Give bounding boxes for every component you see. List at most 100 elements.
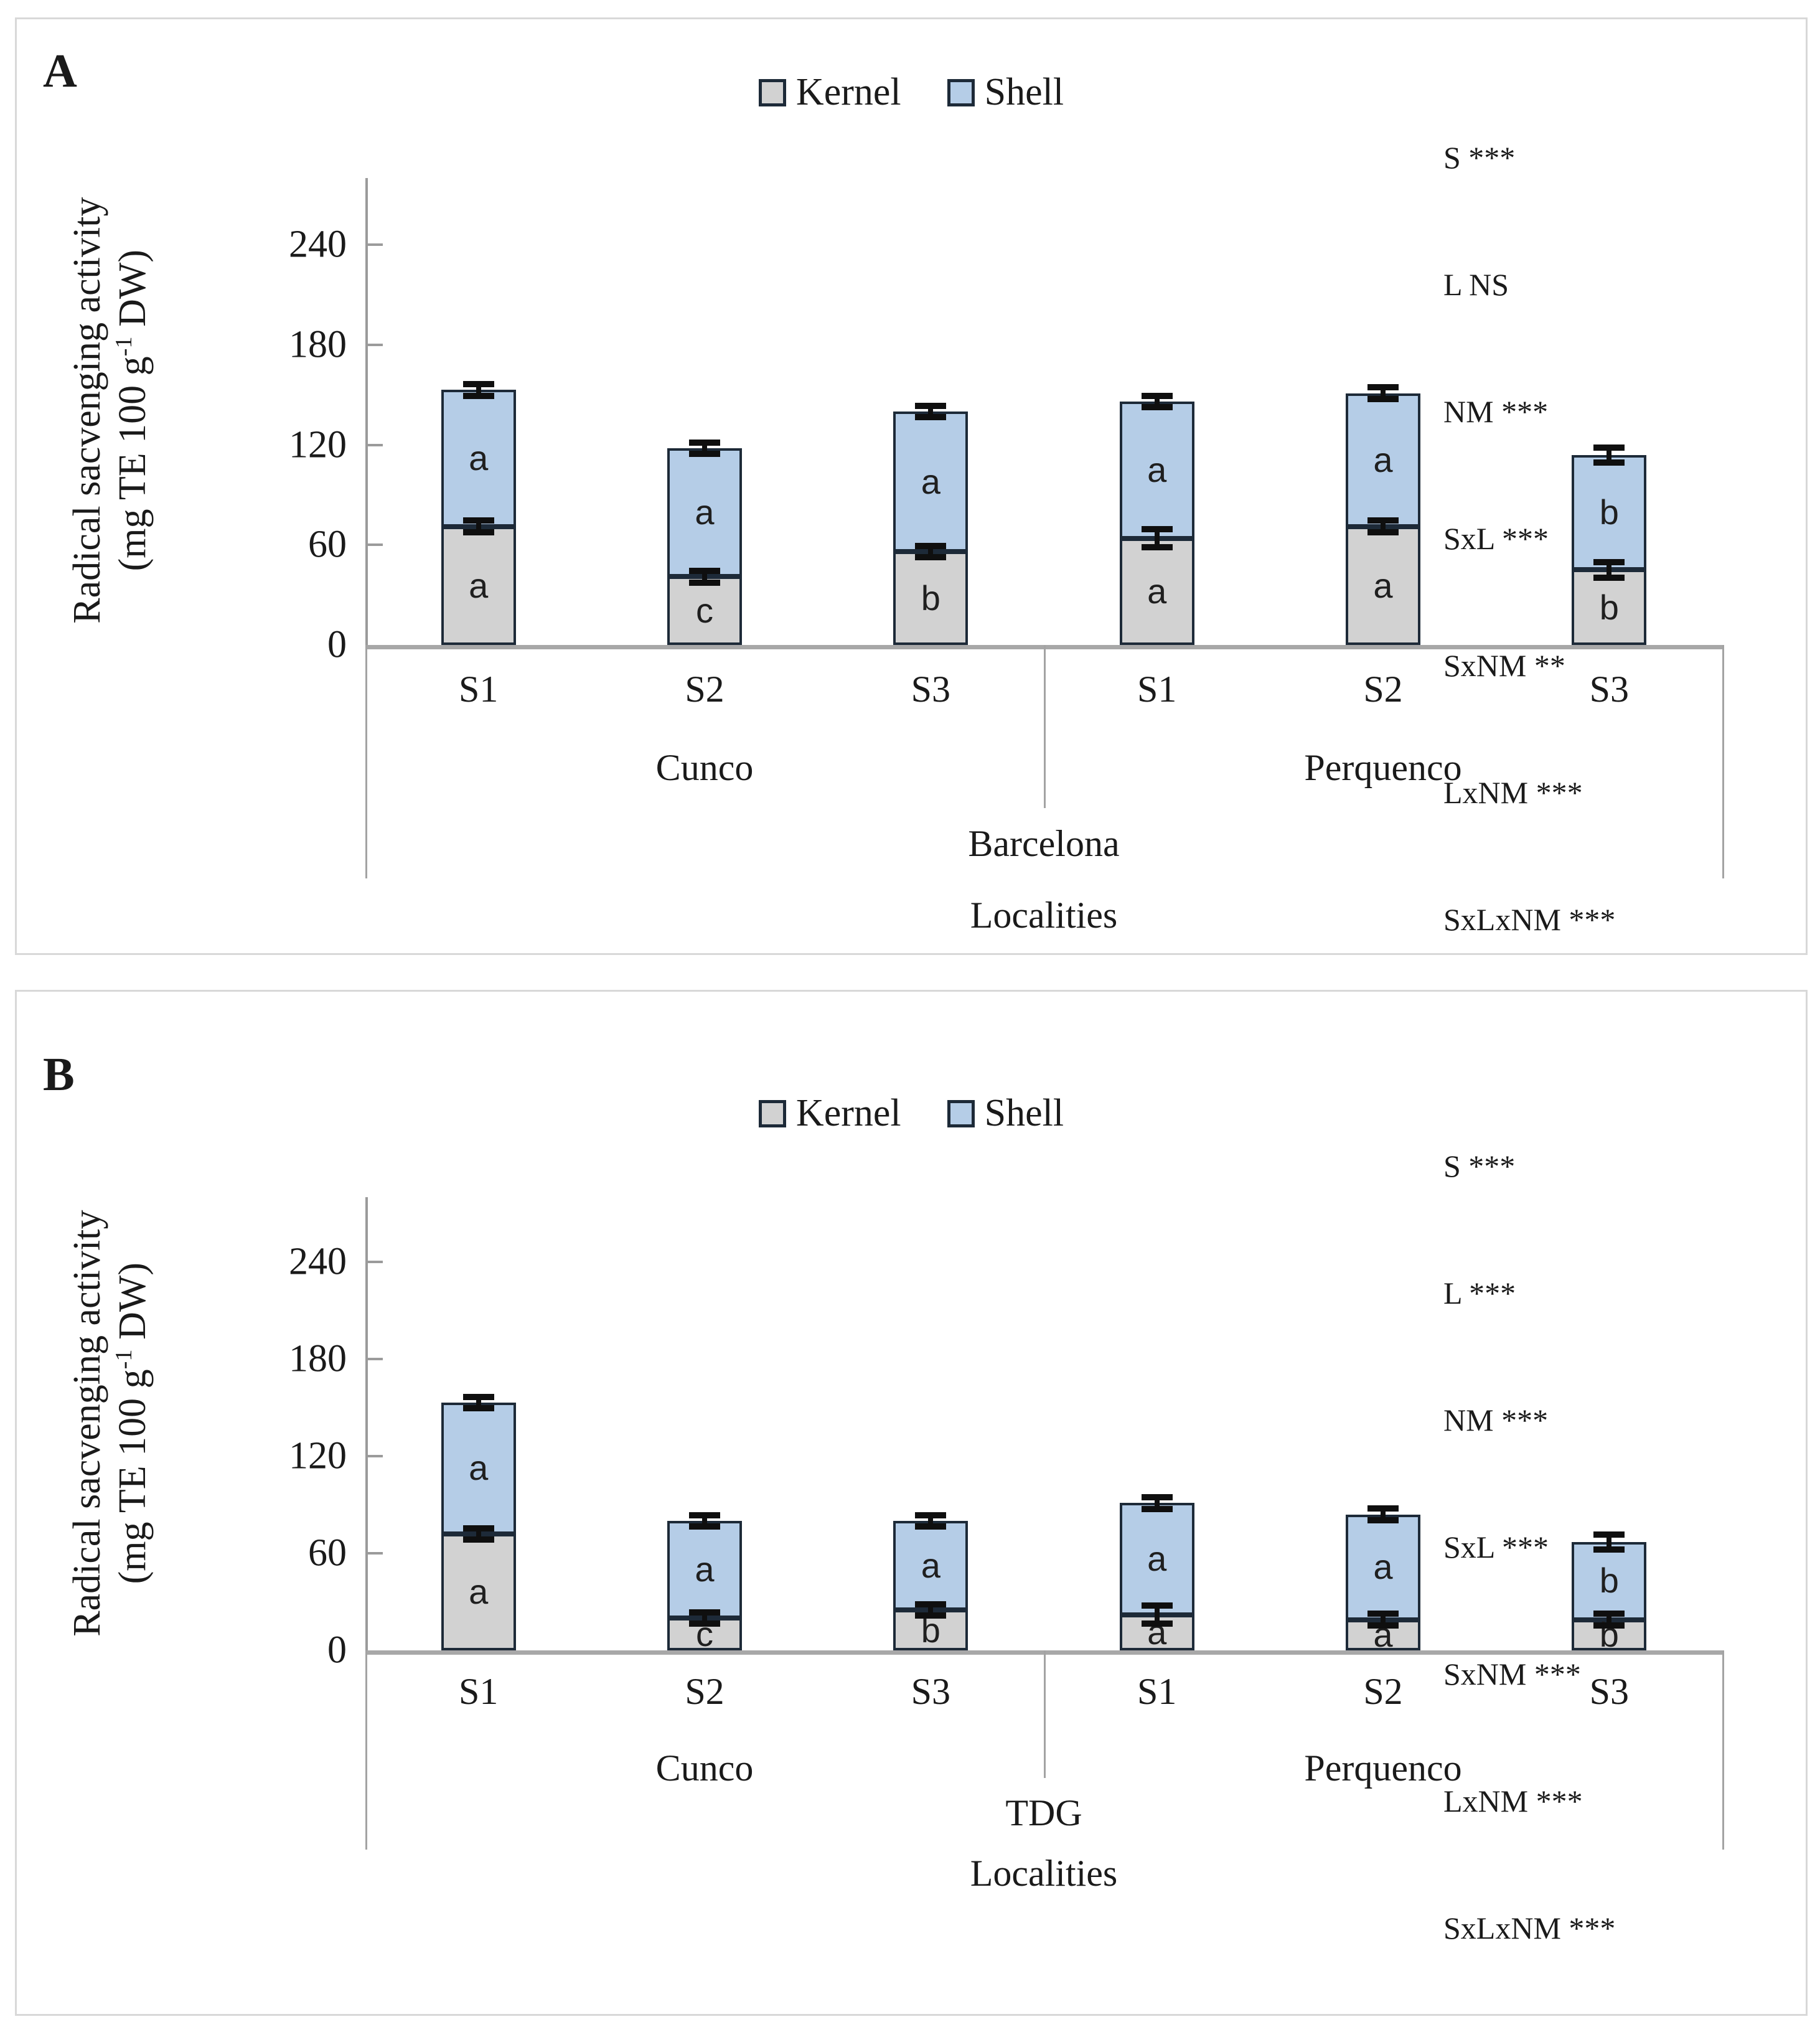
kernel-segment: a	[441, 1533, 516, 1650]
error-bar-cap	[1141, 392, 1173, 399]
error-bar-cap	[689, 1512, 720, 1518]
kernel-segment: a	[1346, 526, 1420, 645]
stats-line: L ***	[1443, 1276, 1516, 1310]
error-bar	[1154, 1608, 1160, 1622]
error-bar-cap	[689, 451, 720, 458]
shell-segment: a	[1119, 1503, 1194, 1615]
error-bar	[1607, 1537, 1612, 1547]
y-tick-label: 120	[289, 423, 347, 466]
error-bar	[1154, 531, 1160, 545]
axis-scaffold-line	[1722, 1650, 1724, 1850]
legend-shell-label: Shell	[984, 71, 1064, 113]
shell-letter: a	[921, 461, 940, 501]
y-tick-label: 0	[327, 623, 347, 666]
shell-segment: a	[1346, 393, 1420, 527]
chart-area-a: 0 60 120 180 240 a a S1 a c S2 a b S3 Cunco a a S1 a a S2 b b S…	[17, 19, 1806, 953]
stats-line: SxNM **	[1443, 648, 1565, 683]
y-tick-label: 0	[327, 1629, 347, 1672]
error-bar-cap	[915, 414, 947, 421]
error-bar	[1607, 1616, 1612, 1623]
error-bar-cap	[1141, 404, 1173, 411]
error-bar-cap	[1141, 544, 1173, 551]
error-bar-cap	[689, 1609, 720, 1616]
y-tick-mark	[368, 443, 383, 446]
y-tick-label: 180	[289, 323, 347, 366]
panel-b-label: B	[43, 1048, 75, 1101]
error-bar	[702, 1614, 707, 1622]
error-bar-cap	[1367, 1611, 1399, 1617]
error-bar	[928, 548, 934, 555]
error-bar-cap	[915, 1601, 947, 1607]
legend: Kernel Shell	[17, 1091, 1806, 1136]
season-label: S3	[1589, 669, 1630, 710]
y-axis-line	[365, 1197, 368, 1650]
x-axis-title: Localities	[970, 1853, 1118, 1894]
kernel-letter: a	[469, 565, 489, 605]
error-bar-cap	[462, 392, 494, 399]
stats-line: LxNM ***	[1443, 1784, 1583, 1818]
stats-line: SxL ***	[1443, 521, 1549, 556]
y-tick-label: 240	[289, 1240, 347, 1283]
shell-segment: b	[1572, 1541, 1647, 1620]
shell-segment: a	[1119, 401, 1194, 539]
error-bar-cap	[1141, 1602, 1173, 1609]
shell-letter: a	[921, 1545, 940, 1585]
stats-line: S ***	[1443, 1149, 1516, 1183]
error-bar-cap	[462, 380, 494, 387]
y-tick-mark	[368, 1552, 383, 1555]
y-tick-mark	[368, 343, 383, 346]
shell-swatch-icon	[947, 78, 975, 106]
error-bar	[1607, 449, 1612, 460]
y-tick-label: 60	[308, 523, 347, 566]
legend-shell-label: Shell	[984, 1092, 1064, 1134]
shell-swatch-icon	[947, 1099, 975, 1127]
error-bar-cap	[1367, 1517, 1399, 1523]
stats-line: SxLxNM ***	[1443, 1911, 1616, 1945]
y-tick-mark	[368, 1261, 383, 1263]
anova-stats-block: S *** L *** NM *** SxL *** SxNM *** LxNM…	[1443, 1060, 1615, 2032]
y-tick-mark	[368, 243, 383, 247]
axis-scaffold-line	[1722, 645, 1724, 878]
y-axis-line	[365, 178, 368, 645]
error-bar-cap	[1593, 444, 1625, 451]
error-bar	[1381, 1616, 1386, 1623]
y-tick-mark	[368, 1358, 383, 1360]
kernel-segment: c	[667, 576, 742, 645]
anova-stats-block: S *** L NS NM *** SxL *** SxNM ** LxNM *…	[1443, 52, 1615, 1025]
error-bar-cap	[915, 1512, 947, 1518]
locality-label: Perquenco	[1304, 1747, 1462, 1789]
error-bar-cap	[1367, 1505, 1399, 1512]
region-label: TDG	[1005, 1792, 1082, 1833]
panel-b: B Kernel Shell S *** L *** NM *** SxL **…	[15, 990, 1808, 2016]
season-label: S3	[911, 669, 951, 710]
error-bar	[928, 408, 934, 415]
error-bar-cap	[1367, 529, 1399, 536]
shell-letter: a	[1147, 449, 1167, 489]
shell-letter: b	[1599, 492, 1619, 532]
error-bar	[702, 444, 707, 452]
shell-segment: a	[667, 448, 742, 577]
stats-line: SxL ***	[1443, 1530, 1549, 1564]
stats-line: S ***	[1443, 140, 1516, 175]
season-label: S2	[1363, 669, 1403, 710]
y-tick-mark	[368, 1455, 383, 1457]
error-bar	[702, 1517, 707, 1525]
kernel-letter: a	[469, 1572, 489, 1612]
error-bar-cap	[1593, 1622, 1625, 1629]
stats-line: SxNM ***	[1443, 1657, 1581, 1691]
error-bar-cap	[689, 439, 720, 446]
shell-segment: a	[893, 412, 969, 552]
legend-item-shell: Shell	[947, 1091, 1064, 1136]
stats-line: L NS	[1443, 267, 1509, 302]
shell-letter: a	[469, 438, 489, 477]
error-bar-cap	[462, 1394, 494, 1400]
error-bar-cap	[462, 1405, 494, 1412]
legend: Kernel Shell	[17, 70, 1806, 115]
error-bar	[476, 386, 481, 393]
legend-item-kernel: Kernel	[758, 70, 901, 115]
error-bar-cap	[689, 1523, 720, 1530]
kernel-letter: c	[696, 591, 713, 631]
error-bar	[1154, 1500, 1160, 1507]
error-bar-cap	[1141, 1505, 1173, 1512]
y-tick-label: 180	[289, 1337, 347, 1380]
